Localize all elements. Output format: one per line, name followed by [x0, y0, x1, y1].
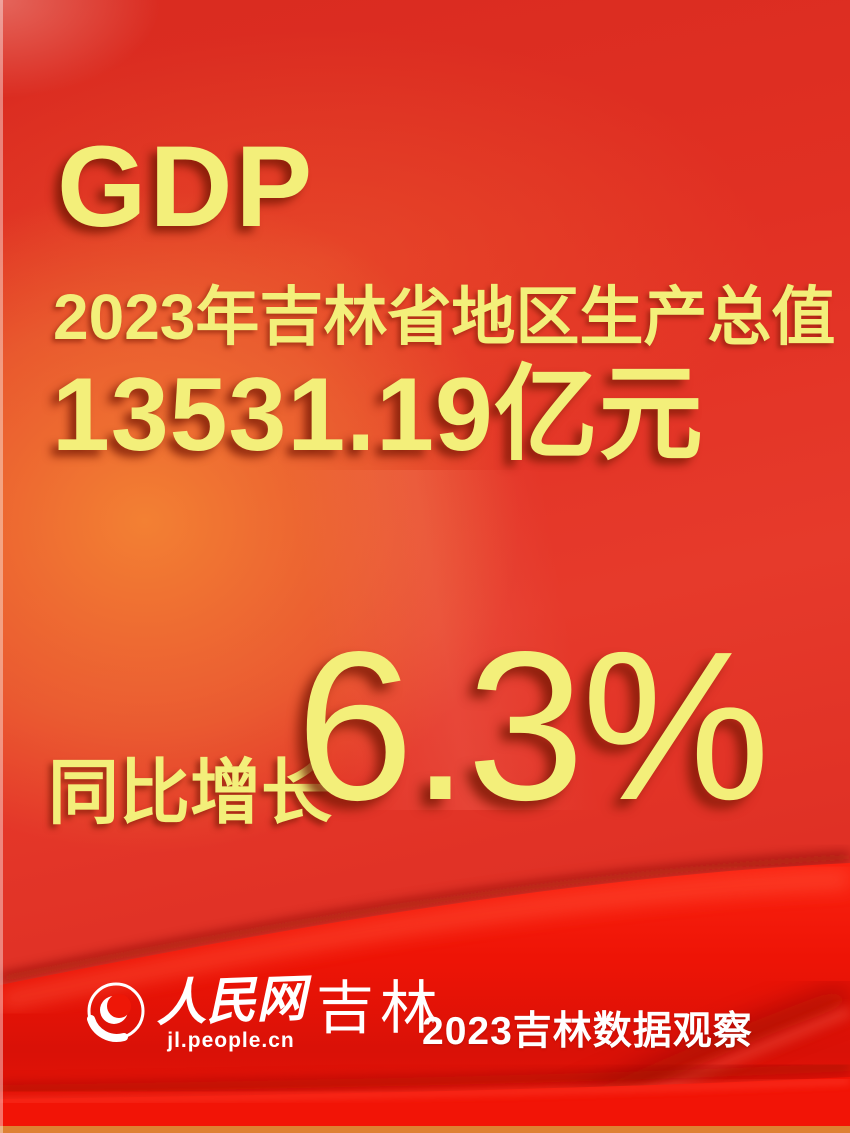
footer-brand-block: 人民网 jl.people.cn 吉林	[84, 968, 445, 1052]
left-edge-highlight	[0, 0, 3, 1133]
silk-wave-decoration	[0, 852, 850, 1133]
peoples-daily-swirl-icon	[87, 982, 145, 1042]
growth-label: 同比增长	[48, 754, 333, 833]
subtitle-year-region: 2023年吉林省地区生产总值	[53, 281, 836, 353]
bottom-orange-strip	[0, 1126, 850, 1133]
site-url: jl.people.cn	[167, 1028, 295, 1052]
footer-caption: 2023吉林数据观察	[422, 1010, 753, 1053]
growth-percentage: 6.3%	[296, 607, 770, 844]
brand-region-text: 吉林	[316, 976, 445, 1041]
brand-script-text: 人民网	[154, 968, 307, 1033]
gdp-value: 13531.19亿元	[52, 357, 704, 473]
headline-gdp: GDP	[57, 123, 316, 251]
brand-name-column: 人民网 jl.people.cn	[154, 968, 307, 1052]
